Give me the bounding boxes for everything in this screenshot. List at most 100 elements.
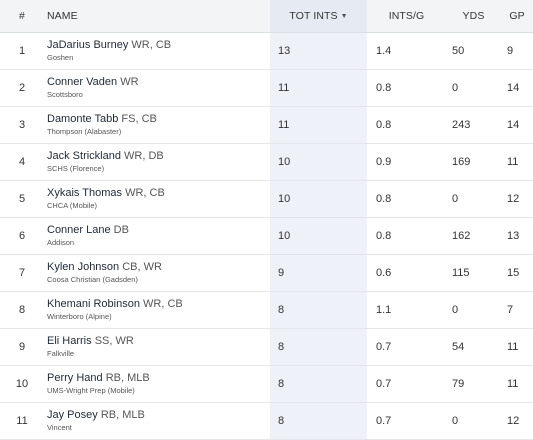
player-school-link[interactable]: Goshen [47, 53, 74, 62]
player-name-line: Khemani Robinson WR, CB [47, 298, 183, 311]
player-school-link[interactable]: SCHS (Florence) [47, 164, 105, 173]
header-rank[interactable]: # [0, 0, 44, 32]
yds-value: 243 [452, 119, 471, 131]
ints-per-game-value: 0.9 [376, 156, 392, 168]
ints-per-game-cell: 0.7 [367, 403, 446, 439]
player-position: WR, CB [143, 298, 183, 310]
yds-cell: 169 [446, 144, 501, 180]
player-school-link[interactable]: UMS-Wright Prep (Mobile) [47, 386, 135, 395]
header-tot-ints[interactable]: TOT INTS ▼ [270, 0, 367, 32]
ints-per-game-cell: 1.1 [367, 292, 446, 328]
player-name-line: Xykais Thomas WR, CB [47, 187, 165, 200]
gp-cell: 11 [501, 366, 533, 402]
player-name-link[interactable]: Eli Harris [47, 335, 92, 347]
header-gp[interactable]: GP [501, 0, 533, 32]
player-cell: Damonte Tabb FS, CB Thompson (Alabaster) [44, 107, 270, 143]
yds-cell: 0 [446, 181, 501, 217]
rank-value: 1 [18, 45, 26, 57]
gp-value: 11 [507, 156, 519, 168]
player-school-link[interactable]: Addison [47, 238, 75, 247]
header-tot-ints-label: TOT INTS [289, 10, 338, 22]
player-name-link[interactable]: Jack Strickland [47, 150, 121, 162]
tot-ints-value: 9 [278, 267, 285, 279]
player-name-line: Damonte Tabb FS, CB [47, 113, 157, 126]
table-header: # NAME TOT INTS ▼ INTS/G YDS GP [0, 0, 533, 33]
gp-cell: 12 [501, 403, 533, 439]
player-school-link[interactable]: Scottsboro [47, 90, 83, 99]
rank-value: 5 [18, 193, 26, 205]
player-position: WR, CB [131, 39, 172, 51]
header-name[interactable]: NAME [44, 0, 270, 32]
rank-value: 6 [18, 230, 26, 242]
ints-per-game-value: 0.8 [376, 193, 392, 205]
header-yds-label: YDS [462, 10, 485, 22]
player-cell: Kylen Johnson CB, WR Coosa Christian (Gad… [44, 255, 270, 291]
tot-ints-cell: 13 [270, 33, 367, 69]
player-position: WR [120, 76, 139, 88]
gp-value: 13 [507, 230, 520, 242]
header-ints-per-game[interactable]: INTS/G [367, 0, 446, 32]
table-row: 7 Kylen Johnson CB, WR Coosa Christian (Ga… [0, 255, 533, 292]
player-school-link[interactable]: Thompson (Alabaster) [47, 127, 122, 136]
gp-value: 14 [507, 119, 520, 131]
ints-per-game-cell: 0.8 [367, 107, 446, 143]
player-school-link[interactable]: Coosa Christian (Gadsden) [47, 275, 138, 284]
tot-ints-cell: 10 [270, 218, 367, 254]
yds-cell: 0 [446, 403, 501, 439]
gp-value: 11 [507, 341, 519, 353]
player-school-link[interactable]: CHCA (Mobile) [47, 201, 98, 210]
gp-cell: 13 [501, 218, 533, 254]
header-yds[interactable]: YDS [446, 0, 501, 32]
rank-cell: 7 [0, 255, 44, 291]
player-school-link[interactable]: Vincent [47, 423, 72, 432]
player-position: WR, DB [124, 150, 164, 162]
ints-per-game-cell: 0.8 [367, 70, 446, 106]
player-cell: Eli Harris SS, WR Falkville [44, 329, 270, 365]
ints-per-game-cell: 0.8 [367, 181, 446, 217]
tot-ints-cell: 10 [270, 144, 367, 180]
player-name-link[interactable]: JaDarius Burney [47, 39, 129, 51]
rank-cell: 3 [0, 107, 44, 143]
player-name-link[interactable]: Khemani Robinson [47, 298, 140, 310]
player-name-link[interactable]: Damonte Tabb [47, 113, 119, 125]
rank-cell: 4 [0, 144, 44, 180]
ints-per-game-value: 0.8 [376, 119, 392, 131]
rank-value: 4 [18, 156, 26, 168]
rank-value: 2 [18, 82, 26, 94]
yds-value: 0 [452, 193, 459, 205]
ints-per-game-cell: 0.7 [367, 329, 446, 365]
player-name-line: Kylen Johnson CB, WR [47, 261, 162, 274]
player-name-line: JaDarius Burney WR, CB [47, 39, 171, 52]
ints-per-game-value: 0.6 [376, 267, 392, 279]
player-position: RB, MLB [100, 409, 145, 421]
yds-cell: 50 [446, 33, 501, 69]
gp-value: 12 [507, 193, 520, 205]
gp-value: 15 [507, 267, 520, 279]
yds-value: 162 [452, 230, 471, 242]
player-cell: Xykais Thomas WR, CB CHCA (Mobile) [44, 181, 270, 217]
player-school-link[interactable]: Falkville [47, 349, 75, 358]
table-row: 9 Eli Harris SS, WR Falkville 8 0.7 54 11 [0, 329, 533, 366]
table-row: 6 Conner Lane DB Addison 10 0.8 162 13 [0, 218, 533, 255]
ints-per-game-cell: 0.6 [367, 255, 446, 291]
ints-per-game-value: 0.8 [376, 230, 392, 242]
player-name-link[interactable]: Kylen Johnson [47, 261, 120, 273]
gp-cell: 11 [501, 144, 533, 180]
player-name-link[interactable]: Xykais Thomas [47, 187, 122, 199]
ints-per-game-value: 0.7 [376, 378, 392, 390]
gp-value: 11 [507, 378, 519, 390]
player-cell: Perry Hand RB, MLB UMS-Wright Prep (Mobil… [44, 366, 270, 402]
player-school-link[interactable]: Winterboro (Alpine) [47, 312, 112, 321]
player-cell: Jack Strickland WR, DB SCHS (Florence) [44, 144, 270, 180]
player-name-link[interactable]: Jay Posey [47, 409, 98, 421]
player-name-link[interactable]: Conner Vaden [47, 76, 118, 88]
player-name-line: Eli Harris SS, WR [47, 335, 134, 348]
player-name-link[interactable]: Conner Lane [47, 224, 111, 236]
player-name-line: Conner Vaden WR [47, 76, 139, 89]
gp-value: 12 [507, 415, 520, 427]
ints-per-game-cell: 1.4 [367, 33, 446, 69]
player-name-link[interactable]: Perry Hand [47, 372, 103, 384]
player-name-line: Jay Posey RB, MLB [47, 409, 145, 422]
table-row: 3 Damonte Tabb FS, CB Thompson (Alabaster)… [0, 107, 533, 144]
